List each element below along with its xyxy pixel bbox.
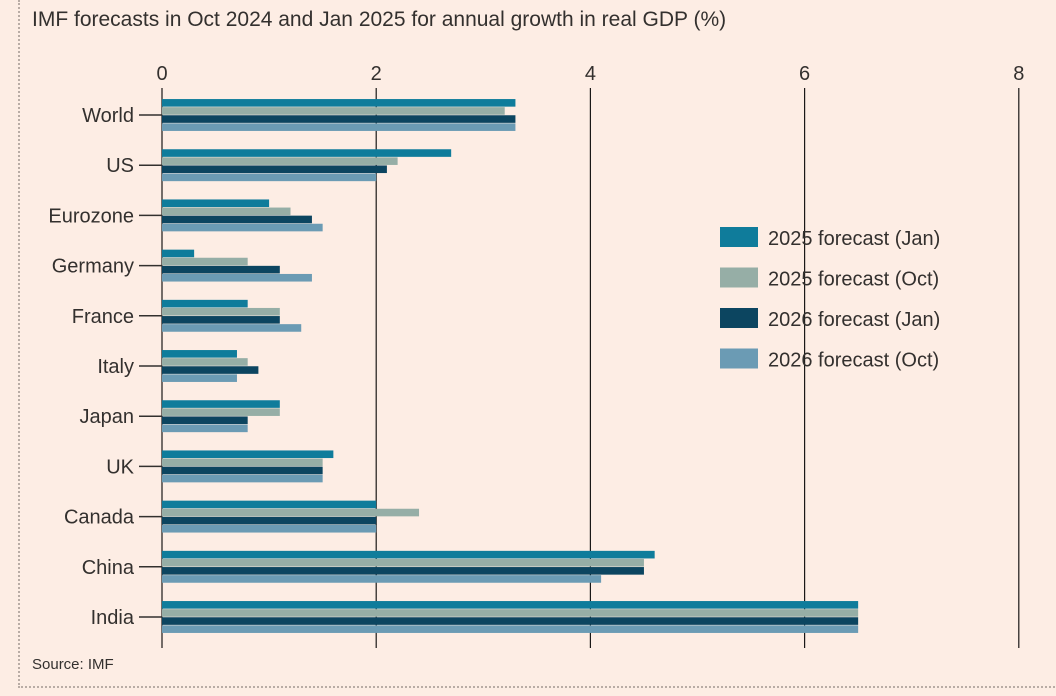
x-tick-label-4: 4 <box>585 63 596 85</box>
bar-japan-2025-forecast-oct <box>162 408 280 416</box>
legend-label-2026-forecast-oct: 2026 forecast (Oct) <box>768 350 939 372</box>
x-tick-label-2: 2 <box>371 63 382 85</box>
category-label-japan: Japan <box>80 406 135 428</box>
category-label-canada: Canada <box>64 507 135 529</box>
bar-us-2026-forecast-oct <box>162 173 377 182</box>
category-label-eurozone: Eurozone <box>48 205 134 227</box>
x-tick-label-8: 8 <box>1013 63 1024 85</box>
bar-uk-2026-forecast-oct <box>162 474 323 483</box>
chart-frame <box>18 0 1056 688</box>
source-note: Source: IMF <box>32 656 114 673</box>
bar-us-2025-forecast-jan <box>162 149 452 157</box>
bar-india-2026-forecast-oct <box>162 625 859 633</box>
category-label-uk: UK <box>106 456 134 478</box>
bar-eurozone-2026-forecast-oct <box>162 223 323 232</box>
bars <box>162 99 859 633</box>
bar-world-2025-forecast-oct <box>162 107 505 115</box>
bar-eurozone-2025-forecast-oct <box>162 207 291 216</box>
bar-world-2025-forecast-jan <box>162 99 516 107</box>
bar-japan-2025-forecast-jan <box>162 400 280 408</box>
legend-swatch-2026-forecast-jan <box>720 308 758 328</box>
category-label-us: US <box>106 155 134 177</box>
bar-france-2025-forecast-jan <box>162 299 248 308</box>
bar-germany-2025-forecast-oct <box>162 257 248 266</box>
legend-label-2026-forecast-jan: 2026 forecast (Jan) <box>768 309 940 331</box>
category-label-germany: Germany <box>52 256 134 278</box>
bar-canada-2026-forecast-oct <box>162 524 377 533</box>
bar-eurozone-2025-forecast-jan <box>162 199 270 208</box>
legend-swatch-2025-forecast-jan <box>720 227 758 247</box>
legend-swatch-2026-forecast-oct <box>720 348 758 369</box>
bar-india-2025-forecast-jan <box>162 601 859 609</box>
bar-india-2026-forecast-jan <box>162 617 859 625</box>
bar-canada-2026-forecast-jan <box>162 516 377 525</box>
bar-france-2026-forecast-jan <box>162 316 280 324</box>
bar-china-2026-forecast-jan <box>162 567 644 575</box>
axes: 0 2 4 6 8 World US Eurozone Germany France Italy Ja… <box>48 63 1024 629</box>
bar-germany-2026-forecast-oct <box>162 273 312 282</box>
x-tick-label-0: 0 <box>156 63 167 85</box>
legend-swatch-2025-forecast-oct <box>720 267 758 288</box>
category-label-france: France <box>72 306 134 328</box>
bar-uk-2026-forecast-jan <box>162 466 323 475</box>
bar-china-2025-forecast-jan <box>162 550 655 559</box>
bar-italy-2025-forecast-oct <box>162 358 248 366</box>
bar-japan-2026-forecast-jan <box>162 416 248 425</box>
category-label-italy: Italy <box>97 356 134 378</box>
bar-eurozone-2026-forecast-jan <box>162 215 312 224</box>
bar-japan-2026-forecast-oct <box>162 424 248 433</box>
bar-india-2025-forecast-oct <box>162 609 859 617</box>
legend: 2025 forecast (Jan) 2025 forecast (Oct) 20… <box>720 227 940 372</box>
legend-label-2025-forecast-oct: 2025 forecast (Oct) <box>768 269 939 291</box>
x-tick-label-6: 6 <box>799 63 810 85</box>
bar-china-2026-forecast-oct <box>162 575 602 583</box>
bar-france-2025-forecast-oct <box>162 307 280 316</box>
bar-world-2026-forecast-jan <box>162 115 516 123</box>
bar-italy-2026-forecast-jan <box>162 366 259 374</box>
legend-label-2025-forecast-jan: 2025 forecast (Jan) <box>768 228 940 250</box>
category-label-india: India <box>91 607 135 629</box>
category-label-china: China <box>82 557 135 579</box>
chart-title: IMF forecasts in Oct 2024 and Jan 2025 f… <box>32 8 727 31</box>
bar-canada-2025-forecast-jan <box>162 500 377 509</box>
bar-canada-2025-forecast-oct <box>162 508 420 517</box>
bar-italy-2026-forecast-oct <box>162 374 237 382</box>
bar-germany-2025-forecast-jan <box>162 249 195 258</box>
bar-germany-2026-forecast-jan <box>162 265 280 274</box>
bar-france-2026-forecast-oct <box>162 324 302 332</box>
bar-china-2025-forecast-oct <box>162 558 644 567</box>
bar-us-2026-forecast-jan <box>162 165 387 174</box>
bar-uk-2025-forecast-jan <box>162 450 334 459</box>
bar-world-2026-forecast-oct <box>162 123 516 131</box>
bar-italy-2025-forecast-jan <box>162 350 237 358</box>
bar-us-2025-forecast-oct <box>162 157 398 165</box>
bar-uk-2025-forecast-oct <box>162 458 323 467</box>
category-label-world: World <box>82 105 134 127</box>
